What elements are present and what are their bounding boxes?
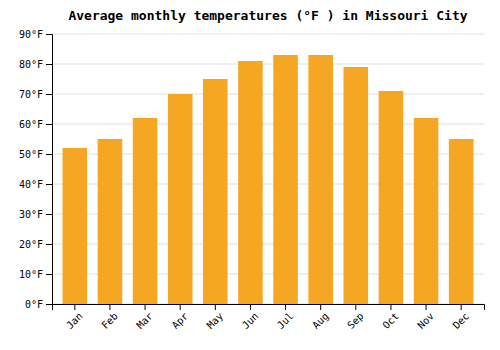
bar [63,148,88,304]
title: Average monthly temperatures (°F ) in Mi… [68,8,467,23]
bar [449,139,474,304]
grid-line [52,34,484,35]
x-tick-label: Aug [310,310,331,331]
x-tick: May [205,304,226,331]
x-tick-mark [109,304,110,310]
x-tick-mark [426,304,427,310]
bar [168,94,193,304]
x-tick: Nov [415,304,436,331]
y-tick: 70°F [19,89,52,100]
bar [273,55,298,304]
chart: 0°F 10°F 20°F 30°F 40°F 50°F 60°F 70°F 80°F 90°F J… [0,0,500,350]
y-tick-mark [46,124,52,125]
x-tick-mark [285,304,286,310]
bar [414,118,439,304]
y-tick-mark [46,214,52,215]
bar [344,67,369,304]
grid-line [52,94,484,95]
y-tick-mark [46,64,52,65]
y-tick: 40°F [19,179,52,190]
x-tick: Jul [275,304,296,331]
y-tick-label: 40°F [19,179,43,190]
x-tick-label: Jun [240,310,261,331]
x-tick-label: Jan [64,310,85,331]
y-tick-label: 20°F [19,239,43,250]
y-tick: 50°F [19,149,52,160]
x-tick-label: Sep [345,310,366,331]
x-tick-mark [145,304,146,310]
y-tick-label: 50°F [19,149,43,160]
y-tick-label: 80°F [19,59,43,70]
y-tick-mark [46,154,52,155]
y-tick-label: 0°F [25,299,43,310]
x-tick-label: Mar [134,310,155,331]
x-tick-label: Dec [451,310,472,331]
grid-line [52,64,484,65]
x-tick: Oct [380,304,401,331]
x-tick-mark [461,304,462,310]
x-tick-mark [320,304,321,310]
bar [133,118,158,304]
x-tick-label: Nov [415,310,436,331]
x-tick-mark [355,304,356,310]
y-tick-label: 70°F [19,89,43,100]
y-tick-mark [46,184,52,185]
y-tick: 20°F [19,239,52,250]
x-tick: Dec [451,304,472,331]
y-tick: 10°F [19,269,52,280]
x-tick: Apr [170,304,191,331]
y-tick-mark [46,34,52,35]
y-tick: 80°F [19,59,52,70]
x-axis: Jan Feb Mar Apr May Jun Jul Aug Sep Oct Nov Dec [53,304,485,331]
y-tick-label: 60°F [19,119,43,130]
x-tick-label: Apr [170,310,191,331]
x-tick: Feb [99,304,120,331]
y-tick-mark [46,94,52,95]
y-tick-mark [46,304,52,305]
x-tick-mark [250,304,251,310]
y-tick: 0°F [25,299,52,310]
bar [203,79,228,304]
y-axis-line [46,35,53,305]
y-tick: 60°F [19,119,52,130]
y-tick: 30°F [19,209,52,220]
x-tick-mark [215,304,216,310]
y-tick-label: 90°F [19,29,43,40]
x-tick: Sep [345,304,366,331]
x-tick-mark [180,304,181,310]
x-tick-label: Jul [275,310,296,331]
bar [379,91,404,304]
y-tick-mark [46,274,52,275]
x-tick-label: Feb [99,310,120,331]
x-tick-mark [390,304,391,310]
y-tick: 90°F [19,29,52,40]
bar [98,139,123,304]
x-tick: Jun [240,304,261,331]
plot: 0°F 10°F 20°F 30°F 40°F 50°F 60°F 70°F 80°F 90°F J… [19,29,485,331]
x-tick-label: May [205,310,226,331]
y-tick-label: 10°F [19,269,43,280]
bar [308,55,333,304]
grid [52,34,484,304]
x-tick-mark [74,304,75,310]
x-axis-line [53,305,485,311]
bars [63,55,474,304]
x-tick-label: Oct [380,310,401,331]
y-axis: 0°F 10°F 20°F 30°F 40°F 50°F 60°F 70°F 80°F 90°F [19,29,53,310]
x-tick: Jan [64,304,85,331]
bar [238,61,263,304]
x-tick: Mar [134,304,155,331]
y-tick-mark [46,244,52,245]
y-tick-label: 30°F [19,209,43,220]
x-tick: Aug [310,304,331,331]
